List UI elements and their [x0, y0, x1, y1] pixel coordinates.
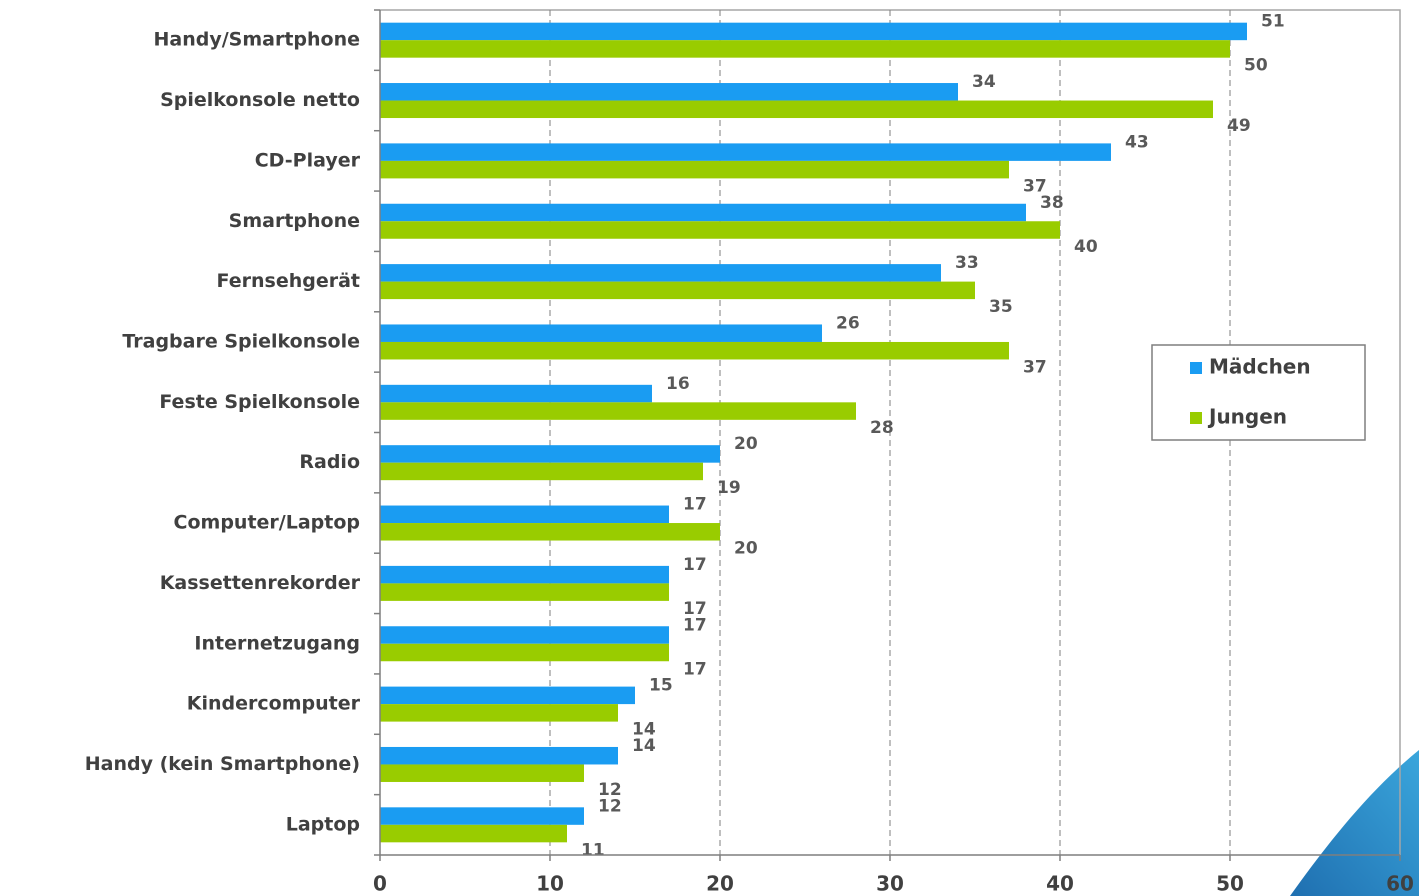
value-label: 50	[1244, 56, 1268, 76]
bar	[380, 324, 822, 342]
bar	[380, 160, 1009, 179]
y-tick-label: Feste Spielkonsole	[159, 391, 360, 413]
y-tick-label: Laptop	[286, 813, 360, 835]
bar	[380, 221, 1060, 239]
bar	[380, 824, 567, 843]
legend-swatch	[1190, 362, 1202, 374]
y-tick-label: Kassettenrekorder	[160, 572, 361, 594]
value-label: 15	[649, 676, 673, 696]
bar	[380, 384, 652, 403]
value-label: 17	[683, 615, 707, 635]
y-tick-label: Computer/Laptop	[174, 512, 360, 534]
y-tick-label: Spielkonsole netto	[160, 89, 360, 111]
value-label: 19	[717, 478, 741, 498]
value-label: 51	[1261, 12, 1285, 32]
legend-label: Jungen	[1207, 405, 1287, 429]
bar	[380, 523, 720, 541]
y-tick-label: Radio	[299, 451, 360, 473]
value-label: 17	[683, 555, 707, 575]
legend-swatch	[1190, 412, 1202, 424]
value-label: 38	[1040, 193, 1064, 213]
value-label: 26	[836, 313, 860, 333]
decoration	[1290, 750, 1419, 896]
y-tick-label: Handy (kein Smartphone)	[85, 753, 360, 775]
value-label: 33	[955, 253, 979, 273]
value-label: 12	[598, 796, 622, 816]
value-label: 49	[1227, 116, 1251, 136]
bar	[380, 143, 1111, 161]
bar	[380, 686, 635, 705]
bar	[380, 583, 669, 601]
y-tick-label: Tragbare Spielkonsole	[122, 330, 360, 352]
bar	[380, 40, 1230, 58]
x-tick-label: 50	[1216, 872, 1244, 896]
value-label: 17	[683, 599, 707, 619]
x-tick-label: 20	[706, 872, 734, 896]
bar	[380, 402, 856, 420]
x-tick-label: 40	[1046, 872, 1074, 896]
bar	[380, 281, 975, 300]
y-tick-label: Kindercomputer	[187, 693, 361, 715]
value-label: 28	[870, 418, 894, 438]
bar	[380, 505, 669, 524]
legend-box	[1151, 344, 1366, 441]
bar	[380, 203, 1026, 222]
bar	[380, 462, 703, 481]
y-tick-label: Internetzugang	[194, 632, 360, 654]
value-label: 37	[1023, 176, 1047, 196]
legend-label: Mädchen	[1209, 355, 1311, 379]
bar	[380, 341, 1009, 360]
bar	[380, 807, 584, 825]
value-label: 20	[734, 539, 758, 559]
bar	[380, 764, 584, 782]
y-tick-label: CD-Player	[255, 149, 361, 171]
plot-area: 0 10 20 30 40 50 60 Handy/Smartphone 51 50 Spielko…	[85, 9, 1414, 896]
bar	[380, 746, 618, 765]
value-label: 40	[1074, 237, 1098, 257]
bar	[380, 626, 669, 644]
bar	[380, 704, 618, 722]
bar	[380, 565, 669, 584]
bar	[380, 445, 720, 463]
value-label: 37	[1023, 357, 1047, 377]
x-tick-label: 30	[876, 872, 904, 896]
bar	[380, 264, 941, 282]
value-label: 20	[734, 434, 758, 454]
bar	[380, 643, 669, 662]
bar	[380, 22, 1247, 41]
value-label: 17	[683, 495, 707, 515]
value-label: 12	[598, 780, 622, 800]
value-label: 16	[666, 374, 690, 394]
value-label: 35	[989, 297, 1013, 317]
x-tick-label: 0	[373, 872, 387, 896]
x-tick-label: 10	[536, 872, 564, 896]
value-label: 11	[581, 840, 605, 860]
value-label: 14	[632, 736, 656, 756]
y-tick-label: Handy/Smartphone	[153, 29, 360, 51]
y-tick-label: Smartphone	[229, 210, 360, 232]
x-tick-label: 60	[1386, 872, 1414, 896]
value-label: 43	[1125, 132, 1149, 152]
bar	[380, 83, 958, 101]
value-label: 17	[683, 659, 707, 679]
bar	[380, 100, 1213, 119]
y-tick-label: Fernsehgerät	[217, 270, 360, 292]
value-label: 14	[632, 720, 656, 740]
value-label: 34	[972, 72, 996, 92]
